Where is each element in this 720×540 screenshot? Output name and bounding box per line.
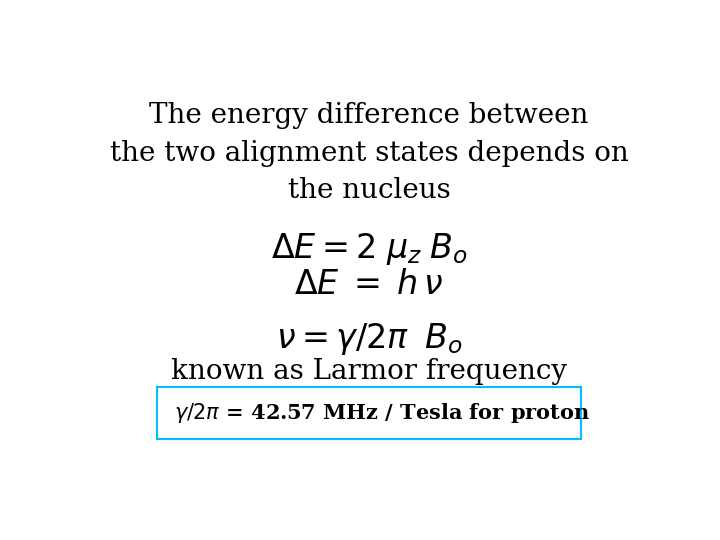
Text: $\Delta E = 2\;\mu_z\;B_o$: $\Delta E = 2\;\mu_z\;B_o$ <box>271 231 467 267</box>
Text: $\gamma/2\pi$ = 42.57 MHz / Tesla for proton: $\gamma/2\pi$ = 42.57 MHz / Tesla for pr… <box>174 401 590 425</box>
Text: $\nu = \gamma/2\pi\;\; B_o$: $\nu = \gamma/2\pi\;\; B_o$ <box>276 321 462 356</box>
Text: $\Delta E\; =\; h\,\nu$: $\Delta E\; =\; h\,\nu$ <box>294 268 444 301</box>
Text: the nucleus: the nucleus <box>287 177 451 204</box>
Text: known as Larmor frequency: known as Larmor frequency <box>171 358 567 385</box>
FancyBboxPatch shape <box>157 387 581 439</box>
Text: The energy difference between: The energy difference between <box>149 102 589 129</box>
Text: the two alignment states depends on: the two alignment states depends on <box>109 140 629 167</box>
